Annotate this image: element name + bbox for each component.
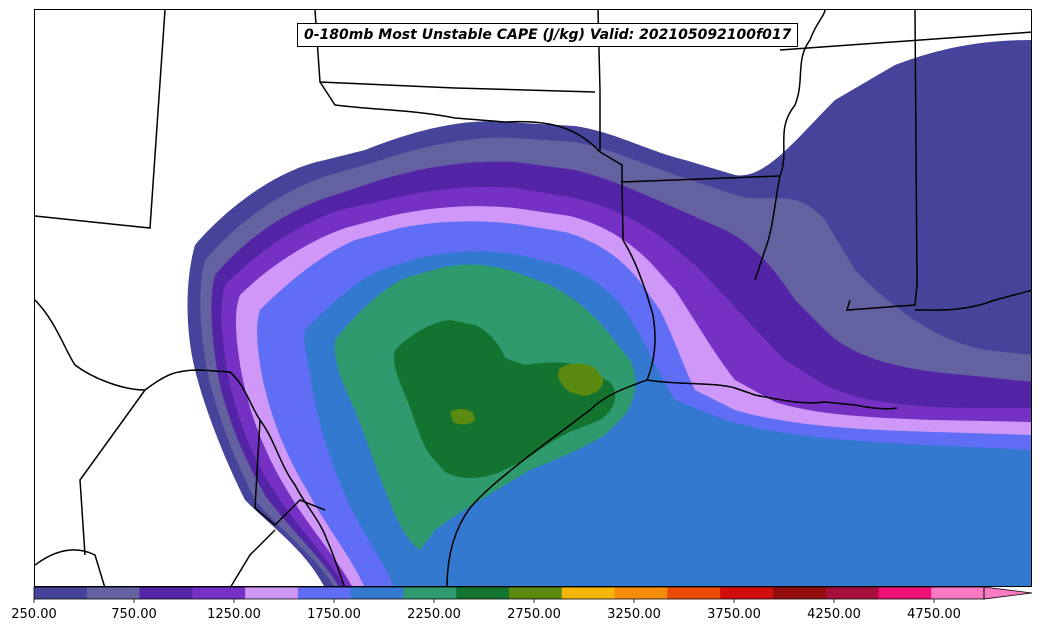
colorbar-bin — [772, 587, 827, 599]
state-and-coast-boundaries — [35, 10, 1031, 586]
colorbar-bins — [34, 587, 985, 599]
map-frame: 0-180mb Most Unstable CAPE (J/kg) Valid:… — [34, 9, 1032, 587]
colorbar-bin — [403, 587, 457, 599]
colorbar-tick-label: 3250.00 — [607, 607, 661, 622]
colorbar-bin — [192, 587, 246, 599]
colorbar-bin — [931, 587, 985, 599]
colorbar-tick-label: 2750.00 — [507, 607, 561, 622]
colorbar-tick-label: 250.00 — [11, 607, 57, 622]
colorbar-tick-label: 3750.00 — [707, 607, 761, 622]
colorbar-bin — [34, 587, 88, 599]
colorbar-outline — [33, 586, 985, 600]
colorbar-bin — [561, 587, 616, 599]
colorbar-bin — [139, 587, 193, 599]
colorbar-bin — [350, 587, 404, 599]
texas-panhandle-west-line — [35, 10, 166, 229]
rio-grande — [35, 299, 346, 586]
colorbar-tick-label: 4250.00 — [807, 607, 861, 622]
cape-band-2500-b — [450, 409, 475, 425]
colorbar-bin — [456, 587, 510, 599]
colorbar — [33, 586, 1033, 603]
mexico-state-line-1 — [35, 549, 106, 586]
colorbar-bin — [878, 587, 932, 599]
colorbar-bin — [667, 587, 721, 599]
colorbar-bin — [614, 587, 668, 599]
colorbar-extend-max-arrow — [983, 586, 1033, 600]
mississippi-north — [779, 31, 1031, 51]
louisiana-north — [754, 175, 781, 281]
colorbar-bin — [297, 587, 352, 599]
mexico-state-line-4 — [230, 529, 276, 586]
arkansas-south-line — [599, 151, 781, 183]
gulf-coast-east — [914, 289, 1031, 311]
colorbar-ticks — [33, 599, 935, 603]
mississippi-alabama-line — [845, 10, 918, 311]
colorbar-tick-label: 4750.00 — [907, 607, 961, 622]
cape-map — [35, 10, 1031, 586]
mexico-state-line-2 — [79, 389, 146, 556]
red-river — [319, 81, 601, 153]
colorbar-tick-label: 2250.00 — [407, 607, 461, 622]
texas-gulf-coast — [446, 379, 648, 586]
colorbar-bin — [245, 587, 299, 599]
colorbar-tick-label: 1750.00 — [307, 607, 361, 622]
colorbar-bin — [825, 587, 879, 599]
colorbar-bin — [509, 587, 563, 599]
colorbar-tick-label: 750.00 — [111, 607, 157, 622]
mexico-state-line-3 — [254, 419, 326, 527]
colorbar-bin — [720, 587, 774, 599]
cape-band-2500 — [558, 363, 604, 396]
cape-contour-fills — [187, 40, 1031, 586]
map-title: 0-180mb Most Unstable CAPE (J/kg) Valid:… — [297, 23, 799, 47]
cape-band-2250 — [394, 320, 616, 478]
texas-louisiana-line — [621, 181, 656, 381]
mississippi-river — [779, 10, 826, 177]
louisiana-coast — [646, 379, 898, 410]
colorbar-bin — [86, 587, 141, 599]
colorbar-tick-label: 1250.00 — [207, 607, 261, 622]
